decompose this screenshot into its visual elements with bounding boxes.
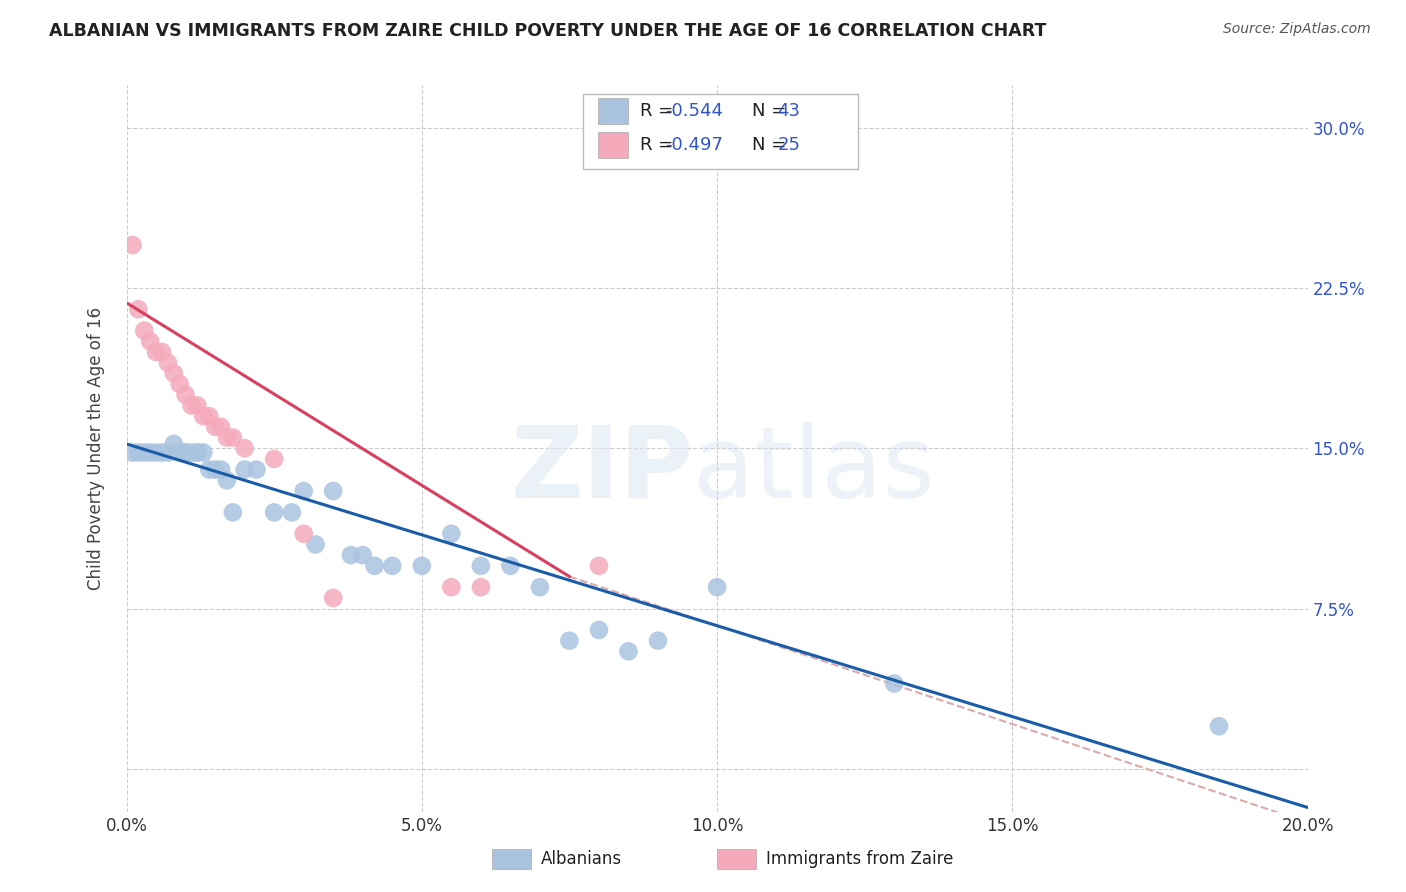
Text: 25: 25 (778, 136, 800, 154)
Point (292, 526, 315, 541)
Point (304, 537, 326, 551)
Point (209, 462, 232, 476)
Point (529, 580, 551, 594)
Point (150, 445, 173, 459)
Text: N =: N = (752, 136, 792, 154)
Point (233, 462, 256, 476)
Point (617, 644, 640, 658)
Point (198, 409, 221, 424)
Point (470, 558, 492, 573)
Point (470, 580, 492, 594)
Text: Immigrants from Zaire: Immigrants from Zaire (766, 850, 953, 868)
Text: ALBANIAN VS IMMIGRANTS FROM ZAIRE CHILD POVERTY UNDER THE AGE OF 16 CORRELATION : ALBANIAN VS IMMIGRANTS FROM ZAIRE CHILD … (49, 22, 1046, 40)
Point (558, 633, 581, 648)
Point (198, 462, 221, 476)
Text: Albanians: Albanians (541, 850, 623, 868)
Point (222, 505, 245, 519)
Point (363, 558, 385, 573)
Text: N =: N = (752, 103, 792, 120)
Point (169, 445, 191, 459)
Point (193, 445, 215, 459)
Point (139, 445, 162, 459)
Text: 43: 43 (778, 103, 800, 120)
Point (169, 377, 191, 392)
Point (134, 324, 156, 338)
Point (156, 445, 179, 459)
Text: -0.497: -0.497 (665, 136, 723, 154)
Point (440, 526, 463, 541)
Point (381, 558, 404, 573)
Point (263, 451, 285, 466)
Point (215, 473, 238, 487)
Point (156, 356, 179, 370)
Point (499, 558, 522, 573)
Point (204, 420, 226, 434)
Point (163, 367, 186, 381)
Point (180, 399, 202, 413)
Point (186, 445, 208, 459)
Point (340, 548, 363, 562)
Point (322, 483, 344, 498)
Point (121, 238, 143, 252)
Text: R =: R = (640, 103, 679, 120)
Point (209, 420, 232, 434)
Point (180, 445, 202, 459)
Point (281, 505, 304, 519)
Point (411, 558, 433, 573)
Text: atlas: atlas (693, 422, 935, 518)
Point (440, 580, 463, 594)
Text: R =: R = (640, 136, 679, 154)
Point (127, 302, 149, 317)
Text: Source: ZipAtlas.com: Source: ZipAtlas.com (1223, 22, 1371, 37)
Point (121, 445, 143, 459)
Point (145, 345, 167, 359)
Point (233, 442, 256, 456)
Point (139, 334, 162, 349)
Point (145, 445, 167, 459)
Point (186, 399, 208, 413)
Point (215, 431, 238, 445)
Point (186, 445, 208, 459)
Y-axis label: Child Poverty Under the Age of 16: Child Poverty Under the Age of 16 (87, 307, 105, 590)
Point (245, 462, 267, 476)
Point (292, 483, 315, 498)
Text: -0.544: -0.544 (665, 103, 723, 120)
Point (883, 676, 905, 690)
Point (163, 437, 186, 451)
Point (1208, 719, 1230, 733)
Point (193, 409, 215, 424)
Point (174, 388, 197, 402)
Point (322, 591, 344, 605)
Point (352, 548, 374, 562)
Point (588, 558, 610, 573)
Point (174, 445, 197, 459)
Point (263, 505, 285, 519)
Point (150, 345, 173, 359)
Point (647, 633, 669, 648)
Point (127, 445, 149, 459)
Point (134, 445, 156, 459)
Point (204, 462, 226, 476)
Text: ZIP: ZIP (510, 422, 693, 518)
Point (588, 623, 610, 637)
Point (706, 580, 728, 594)
Point (174, 445, 197, 459)
Point (222, 431, 245, 445)
